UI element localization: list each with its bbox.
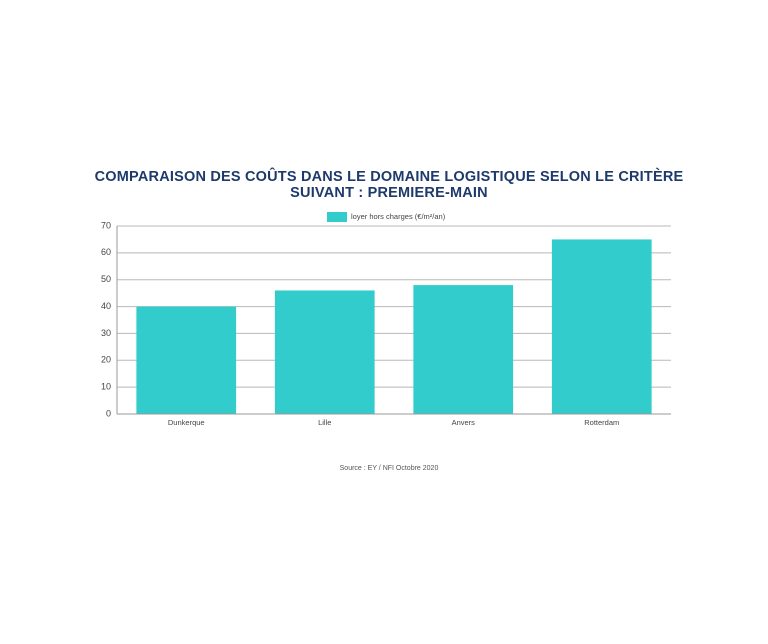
chart-title: COMPARAISON DES COÛTS DANS LE DOMAINE LO…: [95, 167, 684, 185]
y-tick-label: 40: [101, 301, 111, 311]
x-tick-label: Dunkerque: [168, 418, 205, 427]
y-tick-label: 0: [106, 408, 111, 418]
y-tick-label: 70: [101, 220, 111, 230]
bar: [551, 239, 652, 414]
source: Source : EY / NFI Octobre 2020: [340, 465, 439, 472]
y-tick-label: 50: [101, 274, 111, 284]
legend-label: loyer hors charges (€/m²/an): [351, 212, 446, 221]
legend-swatch: [327, 212, 347, 222]
chart-title: SUIVANT : PREMIERE-MAIN: [290, 185, 488, 201]
x-tick-label: Rotterdam: [584, 418, 619, 427]
y-tick-label: 30: [101, 328, 111, 338]
y-tick-label: 60: [101, 247, 111, 257]
y-tick-label: 20: [101, 355, 111, 365]
bar: [274, 290, 375, 414]
x-tick-label: Anvers: [452, 418, 476, 427]
bar: [136, 306, 237, 414]
bar: [413, 285, 514, 414]
x-tick-label: Lille: [318, 418, 331, 427]
y-tick-label: 10: [101, 382, 111, 392]
